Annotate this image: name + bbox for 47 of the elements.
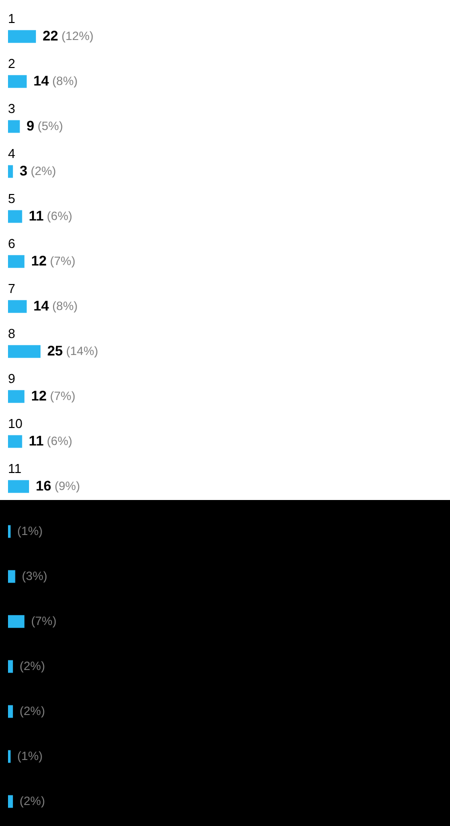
data-label: 11 (6%)	[28, 432, 72, 448]
y-tick-label: 5	[8, 191, 16, 206]
data-label: 16 (9%)	[36, 477, 80, 494]
data-label: (2%)	[20, 658, 45, 673]
bar	[8, 705, 13, 718]
data-label: (3%)	[22, 568, 48, 583]
y-tick-label: 1	[8, 11, 16, 26]
y-tick-label: 10	[8, 416, 22, 432]
bar	[8, 795, 13, 808]
bar	[8, 750, 11, 763]
bar	[8, 165, 13, 178]
data-label: 25 (14%)	[47, 342, 98, 358]
bar	[8, 120, 20, 133]
data-label: (2%)	[20, 704, 45, 718]
data-label: 12 (7%)	[31, 252, 76, 268]
data-label: (1%)	[17, 748, 43, 763]
bar	[8, 210, 22, 223]
bar	[8, 525, 11, 538]
data-label: (7%)	[31, 614, 56, 628]
data-label: 3 (2%)	[20, 162, 56, 178]
data-label: 22 (12%)	[42, 27, 94, 44]
bar	[8, 435, 22, 448]
y-tick-label: 9	[8, 371, 16, 386]
data-label: (2%)	[20, 794, 45, 808]
bar	[8, 615, 24, 628]
bar	[8, 30, 36, 43]
bar	[8, 660, 13, 673]
data-label: 14 (8%)	[33, 297, 78, 314]
data-label: 9 (5%)	[26, 117, 63, 134]
y-tick-label: 7	[8, 281, 16, 296]
bar	[8, 255, 24, 268]
data-label: 14 (8%)	[33, 72, 78, 88]
bar	[8, 390, 24, 403]
bar	[8, 570, 16, 583]
y-tick-label: 4	[8, 146, 16, 162]
bar	[8, 480, 30, 493]
data-label: 11 (6%)	[28, 207, 72, 224]
y-tick-label: 11	[8, 461, 22, 476]
bar	[8, 300, 27, 313]
data-label: 12 (7%)	[31, 387, 76, 404]
y-tick-label: 8	[8, 326, 16, 342]
data-label: (1%)	[17, 524, 43, 538]
y-tick-label: 6	[8, 236, 16, 252]
bar	[8, 345, 41, 358]
bar	[8, 75, 27, 88]
y-tick-label: 2	[8, 56, 16, 72]
y-tick-label: 3	[8, 101, 16, 116]
